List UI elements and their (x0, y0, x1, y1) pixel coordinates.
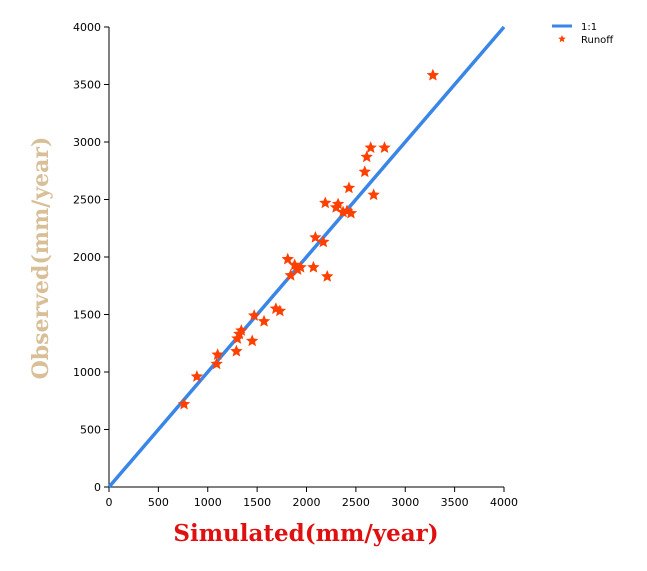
data-point-star (344, 206, 358, 219)
data-point-star (378, 141, 391, 154)
data-point-star (360, 150, 373, 163)
x-tick-label: 1500 (243, 496, 271, 509)
data-point-star (307, 260, 320, 273)
legend-label: 1:1 (581, 22, 597, 33)
x-tick-label: 0 (106, 496, 113, 509)
y-tick-label: 2500 (73, 194, 101, 207)
data-point-star (319, 196, 332, 209)
x-tick-label: 3000 (391, 496, 419, 509)
data-point-star (426, 68, 440, 81)
data-point-star (336, 205, 350, 218)
x-tick-label: 4000 (490, 496, 518, 509)
data-point-star (235, 324, 248, 336)
axes: 0 500 1000 1500 2000 2500 3000 3500 4000 0 500 1000… (73, 21, 518, 509)
data-point-star (358, 165, 371, 178)
x-tick-label: 2000 (293, 496, 321, 509)
data-point-star (342, 181, 356, 194)
data-point-star (321, 270, 334, 282)
data-point-star (367, 188, 380, 201)
series-marker-layer (177, 68, 440, 410)
y-tick-label: 500 (80, 424, 101, 437)
legend-swatch-star (558, 35, 566, 43)
y-tick-label: 3500 (73, 79, 101, 92)
data-point-star (364, 141, 377, 154)
data-point-star (294, 260, 307, 273)
y-axis-title: Observed(mm/year) (28, 137, 54, 380)
data-point-star (273, 304, 287, 317)
data-point-star (247, 309, 261, 321)
data-point-star (281, 252, 294, 265)
y-tick-label: 0 (94, 481, 101, 494)
y-tick-label: 2000 (73, 251, 101, 264)
x-tick-label: 3500 (441, 496, 469, 509)
data-point-star (284, 268, 297, 281)
legend: 1:1 Runoff (552, 22, 614, 46)
data-point-star (317, 235, 330, 248)
data-point-star (331, 197, 345, 210)
x-tick-label: 500 (148, 496, 169, 509)
data-point-star (309, 230, 322, 243)
series-line-1-1 (107, 25, 506, 489)
data-point-star (190, 370, 204, 382)
data-point-star (230, 344, 243, 357)
y-tick-label: 4000 (73, 21, 101, 34)
data-point-star (257, 314, 271, 327)
series-line-layer (107, 25, 506, 489)
data-point-star (246, 334, 259, 347)
data-point-star (211, 348, 224, 361)
legend-label: Runoff (581, 35, 614, 46)
data-point-star (210, 357, 223, 370)
data-point-star (177, 397, 191, 410)
x-axis-title: Simulated(mm/year) (173, 520, 438, 547)
y-tick-label: 1000 (73, 366, 101, 379)
x-tick-label: 2500 (342, 496, 370, 509)
x-tick-label: 1000 (194, 496, 222, 509)
y-tick-label: 3000 (73, 136, 101, 149)
y-tick-label: 1500 (73, 309, 101, 322)
